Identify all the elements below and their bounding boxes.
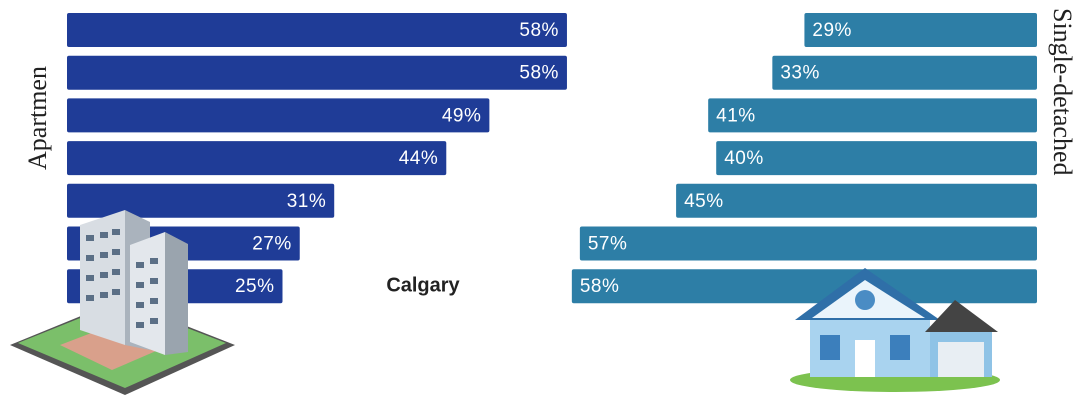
- value-label: 57%: [588, 234, 628, 255]
- bar: [67, 13, 567, 47]
- bar: [804, 13, 1037, 47]
- bar: [708, 98, 1037, 133]
- series-label: Apartmen: [23, 66, 52, 170]
- bar: [772, 55, 1037, 90]
- value-label: 58%: [519, 63, 559, 84]
- value-label: 41%: [716, 105, 756, 126]
- series-label: Single-detached: [1048, 8, 1077, 176]
- category-label: Calgary: [386, 274, 460, 296]
- value-label: 49%: [442, 105, 482, 126]
- bar: [676, 183, 1037, 218]
- value-label: 44%: [399, 148, 439, 169]
- bar: [67, 141, 447, 176]
- bar: [67, 183, 335, 218]
- bars: 58% 29% 58% 33% 49% 41% 44% 40% 31% 45% 27% 57% Calg…: [67, 13, 1037, 304]
- value-label: 45%: [684, 191, 724, 212]
- value-label: 58%: [519, 20, 559, 41]
- value-label: 40%: [724, 148, 764, 169]
- value-label: 29%: [812, 20, 852, 41]
- value-label: 33%: [780, 63, 820, 84]
- bar: [716, 141, 1037, 176]
- value-label: 31%: [287, 191, 327, 212]
- value-label: 25%: [235, 276, 275, 297]
- bar: [67, 98, 490, 133]
- value-label: 27%: [252, 234, 292, 255]
- bar: [579, 226, 1037, 261]
- house-icon: [790, 268, 1000, 392]
- apartment-icon: [10, 210, 235, 395]
- bar: [571, 269, 1037, 304]
- value-label: 58%: [580, 276, 620, 297]
- bar: [67, 55, 567, 90]
